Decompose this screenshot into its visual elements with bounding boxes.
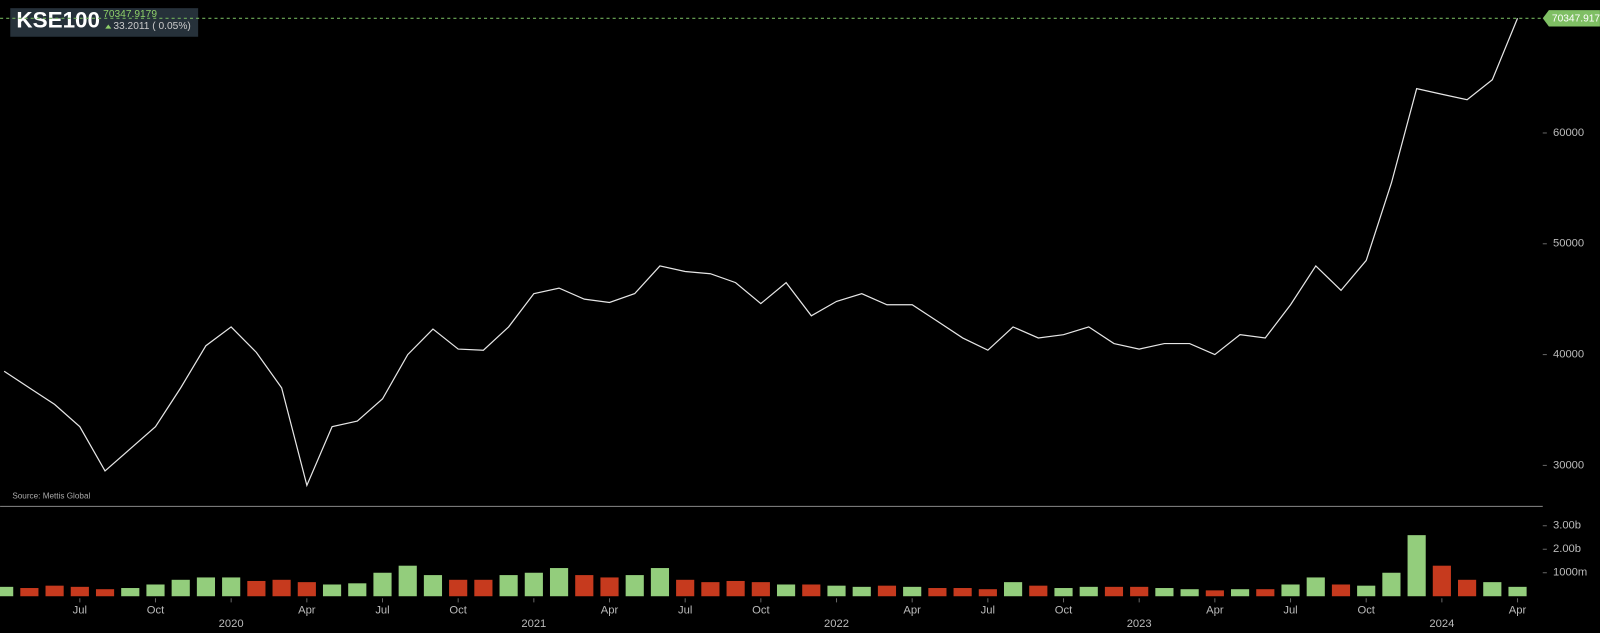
volume-bar: [1407, 535, 1426, 597]
volume-bar: [928, 588, 947, 597]
volume-bar: [676, 579, 695, 597]
volume-bar: [449, 579, 468, 597]
x-tick-label: Jul: [1283, 605, 1297, 617]
volume-bar: [1508, 586, 1527, 597]
volume-bar: [171, 579, 190, 597]
volume-bar: [978, 589, 997, 597]
volume-bar: [877, 585, 897, 597]
volume-bar: [121, 588, 140, 597]
volume-bar: [499, 575, 518, 597]
x-tick-label: Apr: [1509, 605, 1527, 617]
x-tick-label: Jul: [375, 605, 389, 617]
volume-y-tick-label: 2.00b: [1553, 543, 1581, 555]
volume-bar: [1130, 586, 1149, 597]
volume-bar: [146, 584, 165, 597]
volume-bar: [625, 575, 644, 597]
volume-bar: [802, 584, 821, 597]
volume-bar: [348, 583, 367, 597]
x-tick-label: Apr: [903, 605, 921, 617]
x-tick-label: Jul: [678, 605, 692, 617]
x-tick-label: Apr: [601, 605, 619, 617]
volume-bar: [1483, 582, 1502, 597]
volume-bar: [549, 568, 569, 597]
x-tick-label: Apr: [298, 605, 316, 617]
volume-bar: [1331, 584, 1351, 597]
volume-bar: [45, 585, 64, 597]
volume-bar: [196, 577, 216, 597]
header-box: [10, 8, 199, 37]
x-tick-label: 2022: [824, 618, 849, 630]
volume-bar: [423, 575, 443, 597]
volume-bar: [524, 572, 543, 597]
up-arrow: [105, 24, 112, 29]
volume-bar: [95, 589, 115, 597]
volume-bar: [575, 575, 594, 597]
volume-bar: [1256, 589, 1275, 597]
volume-bar: [1432, 565, 1451, 597]
y-tick-label: 60000: [1553, 127, 1584, 139]
volume-bar: [827, 585, 846, 597]
last-price-label: 70347.9179: [1552, 14, 1600, 25]
volume-bar: [1029, 585, 1048, 597]
x-tick-label: 2024: [1429, 618, 1454, 630]
volume-bar: [222, 577, 241, 597]
volume-bar: [1306, 577, 1325, 597]
volume-bar: [1180, 589, 1199, 597]
volume-bar: [1079, 586, 1098, 597]
x-tick-label: 2021: [521, 618, 546, 630]
volume-bar: [373, 572, 392, 597]
x-tick-label: Oct: [1357, 605, 1375, 617]
x-tick-label: Oct: [449, 605, 467, 617]
volume-bar: [852, 586, 871, 597]
source-note: Source: Mettis Global: [12, 491, 90, 500]
header-price: 70347.9179: [103, 9, 157, 20]
volume-y-tick-label: 1000m: [1553, 567, 1587, 579]
x-tick-label: Jul: [73, 605, 87, 617]
volume-bar: [701, 582, 720, 597]
header-title: KSE100: [16, 7, 100, 32]
volume-bar: [1357, 585, 1376, 597]
volume-bar: [650, 568, 670, 597]
volume-bar: [903, 586, 922, 597]
volume-bar: [272, 579, 291, 597]
volume-bar: [751, 582, 770, 597]
x-tick-label: 2023: [1127, 618, 1152, 630]
volume-bar: [953, 588, 972, 597]
volume-bar: [1155, 588, 1174, 597]
x-tick-label: Oct: [1055, 605, 1073, 617]
volume-bar: [20, 588, 39, 597]
volume-bar: [1382, 572, 1401, 597]
last-price-tag: [1542, 10, 1600, 27]
volume-bar: [600, 577, 619, 597]
volume-bar: [1104, 586, 1124, 597]
volume-bar: [70, 586, 89, 597]
volume-bar: [1205, 590, 1224, 597]
volume-bar: [247, 580, 266, 597]
x-tick-label: Oct: [147, 605, 165, 617]
y-tick-label: 50000: [1553, 238, 1584, 250]
volume-bar: [726, 580, 745, 597]
volume-bar: [1458, 579, 1477, 597]
volume-bar: [1230, 589, 1250, 597]
volume-bar: [1281, 584, 1300, 597]
volume-bar: [0, 586, 14, 597]
volume-bar: [297, 582, 316, 597]
header-change: 33.2011 ( 0.05%): [113, 21, 190, 32]
x-tick-label: Apr: [1206, 605, 1224, 617]
volume-bar: [322, 584, 342, 597]
volume-bar: [398, 565, 417, 597]
volume-y-tick-label: 3.00b: [1553, 520, 1581, 532]
x-tick-label: Oct: [752, 605, 770, 617]
y-tick-label: 30000: [1553, 459, 1584, 471]
y-tick-label: 40000: [1553, 349, 1584, 361]
volume-bar: [1003, 582, 1023, 597]
volume-bar: [776, 584, 796, 597]
price-line: [3, 18, 1519, 488]
volume-bar: [1054, 588, 1073, 597]
x-tick-label: 2020: [219, 618, 244, 630]
x-tick-label: Jul: [981, 605, 995, 617]
volume-bar: [474, 579, 493, 597]
